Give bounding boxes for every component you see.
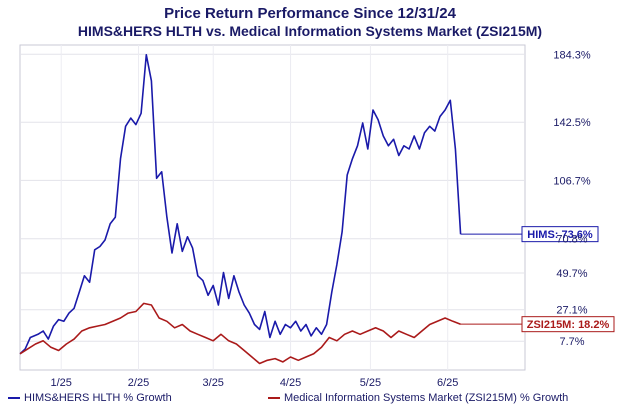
hims-end-label: HIMS: 73.6% [460, 226, 599, 243]
y-tick-label: 7.7% [559, 336, 584, 348]
callout-box [521, 226, 599, 243]
x-tick-label: 3/25 [203, 377, 224, 389]
zsi215m-end-label: ZSI215M: 18.2% [460, 316, 615, 333]
x-tick-label: 4/25 [280, 377, 301, 389]
legend-item-hims: HIMS&HERS HLTH % Growth [8, 392, 172, 404]
zsi215m-series-line [19, 302, 461, 365]
y-tick-label: 142.5% [553, 117, 591, 129]
y-tick-label: 70.8% [556, 234, 587, 246]
x-tick-label: 1/25 [51, 377, 72, 389]
plot-area [19, 44, 526, 371]
hims-series-line [19, 54, 462, 355]
x-tick-label: 6/25 [437, 377, 458, 389]
callout-text: ZSI215M: 18.2% [527, 319, 610, 331]
legend-label-hims: HIMS&HERS HLTH % Growth [24, 392, 172, 404]
y-tick-label: 49.7% [556, 268, 587, 280]
y-tick-label: 27.1% [556, 305, 587, 317]
y-tick-label: 106.7% [553, 175, 591, 187]
legend-label-zsi215m: Medical Information Systems Market (ZSI2… [284, 392, 569, 404]
legend-swatch-hims [8, 397, 20, 400]
y-tick-label: 184.3% [553, 49, 591, 61]
callout-box [521, 316, 615, 333]
x-tick-label: 5/25 [360, 377, 381, 389]
chart-subtitle: HIMS&HERS HLTH vs. Medical Information S… [77, 23, 543, 39]
x-tick-label: 2/25 [128, 377, 149, 389]
callout-text: HIMS: 73.6% [527, 229, 593, 241]
legend-swatch-zsi215m [268, 397, 280, 400]
chart-title: Price Return Performance Since 12/31/24 [164, 5, 456, 22]
legend-item-zsi215m: Medical Information Systems Market (ZSI2… [268, 392, 568, 404]
